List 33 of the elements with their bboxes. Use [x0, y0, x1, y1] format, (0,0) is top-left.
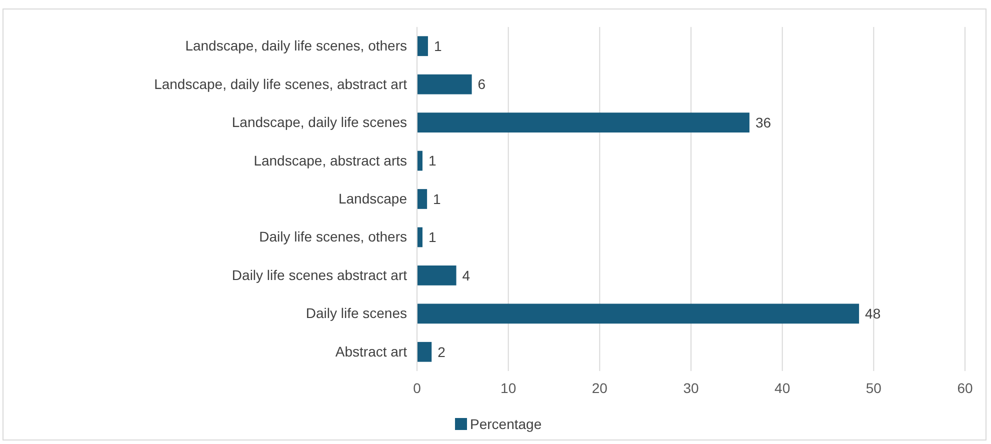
data-label: 2: [438, 344, 446, 360]
bar: [417, 304, 860, 324]
bar: [417, 342, 432, 362]
data-label: 48: [865, 306, 881, 322]
bar: [417, 74, 472, 94]
y-tick-label: Daily life scenes: [306, 305, 407, 322]
bar: [417, 112, 750, 132]
legend-label: Percentage: [470, 416, 542, 432]
data-label: 1: [428, 229, 436, 246]
x-tick-label: 60: [957, 380, 973, 396]
y-tick-label: Daily life scenes, others: [259, 228, 407, 245]
data-label: 1: [433, 190, 442, 207]
y-tick-label: Landscape, abstract arts: [254, 152, 407, 168]
data-label: 4: [462, 267, 470, 284]
data-label: 6: [478, 76, 486, 92]
data-label: 36: [755, 114, 772, 130]
y-tick-label: Landscape, daily life scenes, abstract art: [154, 76, 408, 92]
y-tick-label: Landscape: [338, 190, 408, 206]
x-tick-label: 20: [592, 380, 608, 396]
x-tick-label: 0: [413, 380, 422, 396]
y-tick-label: Landscape, daily life scenes: [232, 114, 407, 130]
y-tick-label: Landscape, daily life scenes, others: [185, 38, 407, 54]
y-tick-label: Abstract art: [335, 343, 408, 360]
x-tick-label: 30: [683, 380, 699, 396]
x-tick-label: 10: [500, 380, 516, 396]
bar: [417, 266, 456, 286]
y-tick-label: Daily life scenes abstract art: [232, 266, 408, 283]
data-label: 1: [428, 152, 436, 169]
x-tick-label: 40: [774, 380, 790, 396]
bar: [417, 36, 428, 56]
x-tick-label: 50: [866, 380, 882, 396]
data-label: 1: [434, 38, 442, 54]
bar: [417, 189, 428, 209]
